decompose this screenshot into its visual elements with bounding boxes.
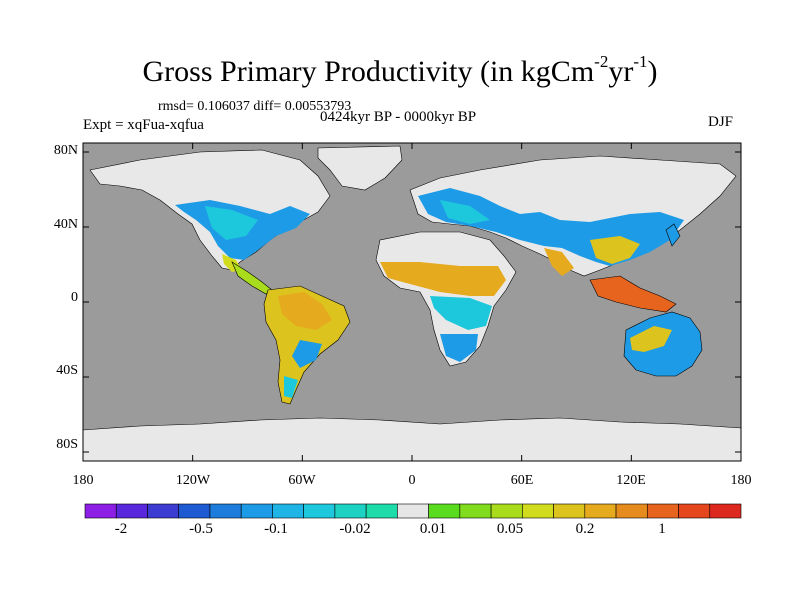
- colorbar-swatch: [147, 503, 180, 519]
- colorbar-swatch: [365, 503, 398, 519]
- lon-label-180e: 180: [730, 473, 752, 488]
- experiment-label: Expt = xqFua-xqfua: [83, 117, 204, 133]
- lat-label-80n: 80N: [53, 143, 78, 158]
- lat-label-80s: 80S: [56, 437, 78, 452]
- colorbar-swatch: [678, 503, 711, 519]
- lon-label-180w: 180: [72, 473, 94, 488]
- lat-label-0: 0: [71, 290, 78, 305]
- colorbar-swatch: [646, 503, 679, 519]
- colorbar-swatch: [178, 503, 211, 519]
- lon-label-0: 0: [408, 473, 416, 488]
- lat-label-40s: 40S: [56, 363, 78, 378]
- colorbar: [84, 503, 742, 519]
- colorbar-swatch: [240, 503, 273, 519]
- period-label: 0424kyr BP - 0000kyr BP: [320, 109, 477, 125]
- lon-label-60e: 60E: [510, 473, 534, 488]
- greenland: [317, 145, 403, 191]
- colorbar-swatch: [209, 503, 242, 519]
- antarctica: [82, 417, 742, 462]
- lat-label-40n: 40N: [53, 217, 78, 232]
- colorbar-swatch: [397, 503, 429, 519]
- chart-title: Gross Primary Productivity (in kgCm-2yr-…: [142, 52, 658, 88]
- colorbar-swatch: [84, 503, 117, 519]
- colorbar-swatch: [584, 503, 617, 519]
- colorbar-swatch: [459, 503, 492, 519]
- colorbar-label: 1: [658, 521, 666, 537]
- colorbar-label: 0.05: [496, 521, 524, 537]
- colorbar-label: -0.5: [189, 521, 213, 537]
- land-masses: [82, 145, 742, 462]
- season-label: DJF: [708, 114, 734, 130]
- lon-label-120e: 120E: [616, 473, 646, 488]
- colorbar-swatch: [709, 503, 742, 519]
- colorbar-swatch: [615, 503, 648, 519]
- japan: [665, 223, 681, 247]
- se-asia: [589, 275, 677, 313]
- colorbar-label: 0.2: [575, 521, 595, 537]
- colorbar-swatch: [490, 503, 523, 519]
- colorbar-label: 0.01: [419, 521, 447, 537]
- lon-label-120w: 120W: [175, 473, 211, 488]
- colorbar-swatch: [522, 503, 554, 519]
- axis-ticks: [82, 143, 742, 461]
- colorbar-swatch: [303, 503, 336, 519]
- colorbar-swatch: [334, 503, 367, 519]
- colorbar-swatch: [553, 503, 586, 519]
- colorbar-swatch: [272, 503, 304, 519]
- stats-text: rmsd= 0.106037 diff= 0.00553793: [158, 99, 352, 114]
- lon-label-60w: 60W: [288, 473, 316, 488]
- colorbar-swatch: [428, 503, 461, 519]
- colorbar-swatch: [115, 503, 148, 519]
- colorbar-label: -0.02: [339, 521, 371, 537]
- colorbar-label: -0.1: [264, 521, 288, 537]
- colorbar-label: -2: [114, 521, 128, 537]
